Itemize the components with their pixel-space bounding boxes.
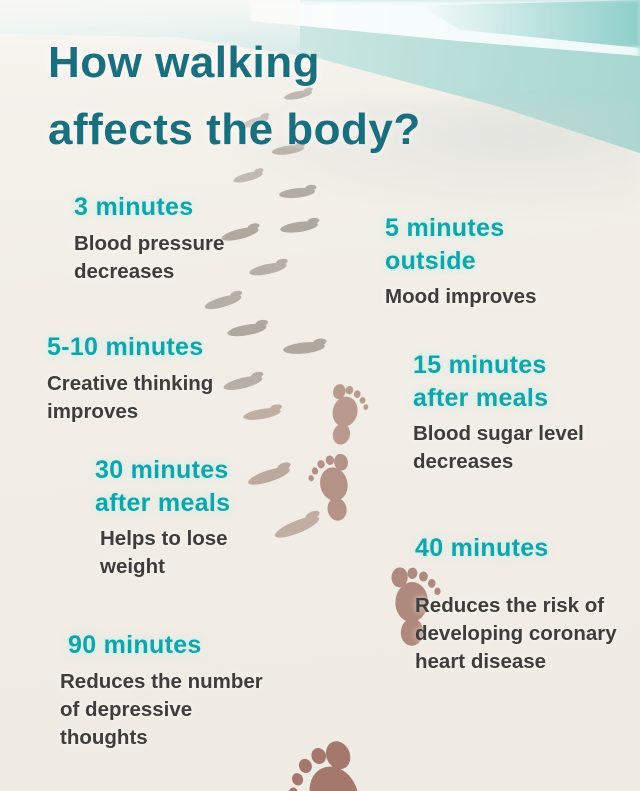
item-40-minutes: 40 minutes Reduces the risk of developin…: [415, 532, 640, 676]
footprint-icon: [320, 382, 373, 450]
item-5-10-minutes: 5-10 minutes Creative thinking improves: [47, 331, 277, 426]
footprint-icon: [304, 452, 360, 525]
item-body: Creative thinking improves: [47, 371, 214, 423]
item-30-minutes-after-meals: 30 minutes after meals Helps to lose wei…: [95, 454, 270, 581]
item-5-minutes-outside: 5 minutes outside Mood improves: [385, 212, 600, 311]
item-body: Reduces the number of depressive thought…: [60, 669, 263, 749]
item-heading: 5-10 minutes: [47, 333, 204, 361]
item-body: Reduces the risk of developing coronary …: [415, 593, 617, 673]
page-title: How walking affects the body?: [48, 30, 421, 164]
item-90-minutes: 90 minutes Reduces the number of depress…: [60, 629, 293, 752]
footprint-icon: [202, 289, 245, 313]
item-heading: 40 minutes: [415, 534, 549, 562]
item-body: Helps to lose weight: [100, 527, 228, 579]
item-heading: 3 minutes: [74, 193, 194, 221]
title-line-1: How walking: [48, 38, 320, 87]
item-15-minutes-after-meals: 15 minutes after meals Blood sugar level…: [413, 349, 611, 476]
item-body: Blood sugar level decreases: [413, 422, 584, 474]
footprint-icon: [282, 337, 328, 356]
item-3-minutes: 3 minutes Blood pressure decreases: [74, 191, 264, 286]
item-heading: 30 minutes after meals: [95, 456, 231, 517]
footprint-icon: [271, 509, 324, 542]
title-line-2: affects the body?: [48, 104, 421, 154]
item-heading: 5 minutes outside: [385, 214, 505, 275]
item-heading: 15 minutes after meals: [413, 351, 549, 412]
item-body: Blood pressure decreases: [74, 231, 225, 283]
wet-sand-band: [210, 100, 640, 220]
footprint-icon: [276, 736, 389, 791]
sand-highlight: [0, 0, 300, 70]
item-body: Mood improves: [385, 285, 537, 308]
item-heading: 90 minutes: [68, 631, 202, 659]
